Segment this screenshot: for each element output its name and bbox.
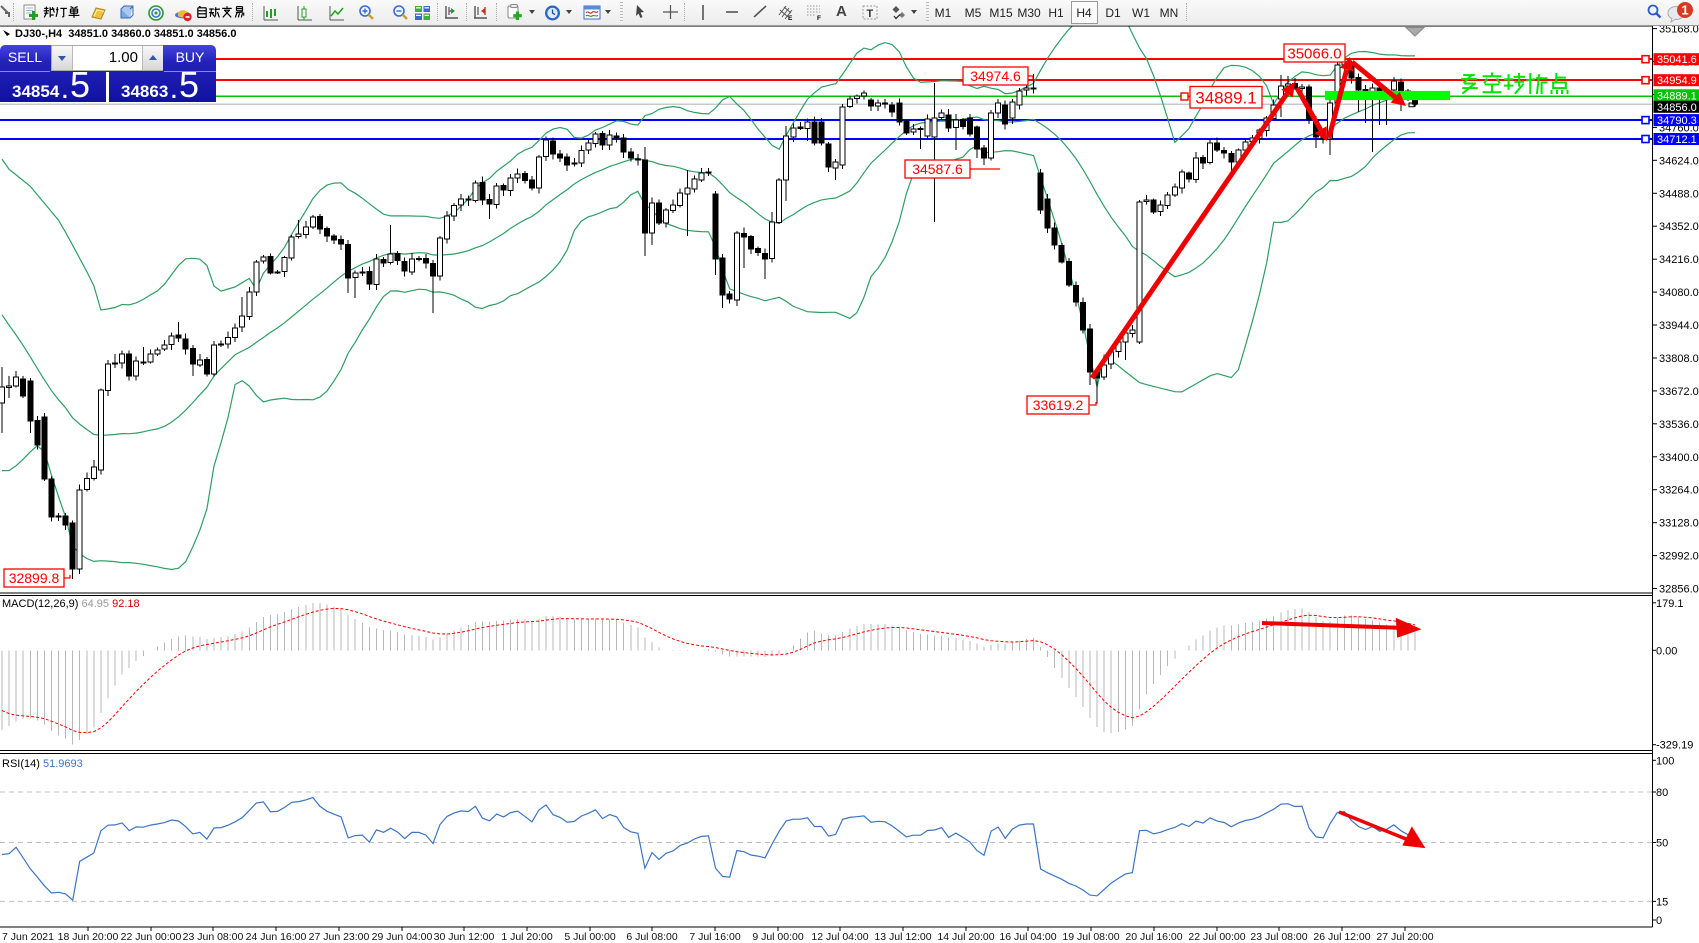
svg-text:179.1: 179.1 — [1656, 598, 1684, 610]
svg-text:34624.0: 34624.0 — [1659, 155, 1699, 167]
svg-text:35041.6: 35041.6 — [1657, 54, 1697, 66]
svg-text:29 Jun 04:00: 29 Jun 04:00 — [372, 931, 433, 943]
svg-text:T: T — [867, 8, 874, 20]
svg-text:24 Jun 16:00: 24 Jun 16:00 — [246, 931, 307, 943]
svg-text:33619.2: 33619.2 — [1033, 397, 1084, 413]
svg-text:33400.0: 33400.0 — [1659, 452, 1699, 464]
svg-text:34352.0: 34352.0 — [1659, 221, 1699, 233]
svg-text:26 Jul 12:00: 26 Jul 12:00 — [1313, 931, 1370, 943]
svg-text:100: 100 — [1656, 755, 1674, 767]
svg-text:50: 50 — [1656, 838, 1668, 850]
svg-text:0: 0 — [1656, 915, 1662, 927]
svg-text:23 Jun 08:00: 23 Jun 08:00 — [183, 931, 244, 943]
svg-text:34488.0: 34488.0 — [1659, 188, 1699, 200]
svg-text:20 Jul 16:00: 20 Jul 16:00 — [1125, 931, 1182, 943]
svg-text:34790.3: 34790.3 — [1657, 115, 1697, 127]
svg-text:RSI(14) 51.9693: RSI(14) 51.9693 — [2, 758, 83, 770]
svg-text:23 Jul 08:00: 23 Jul 08:00 — [1250, 931, 1307, 943]
svg-text:35168.0: 35168.0 — [1659, 24, 1699, 36]
svg-text:9 Jul 00:00: 9 Jul 00:00 — [752, 931, 804, 943]
svg-text:33944.0: 33944.0 — [1659, 320, 1699, 332]
svg-text:34889.1: 34889.1 — [1657, 90, 1697, 102]
svg-text:18 Jun 20:00: 18 Jun 20:00 — [58, 931, 119, 943]
svg-text:35066.0: 35066.0 — [1287, 45, 1341, 62]
svg-text:MACD(12,26,9) 64.95 92.18: MACD(12,26,9) 64.95 92.18 — [2, 598, 140, 610]
svg-text:32856.0: 32856.0 — [1659, 584, 1699, 596]
svg-text:1 Jul 20:00: 1 Jul 20:00 — [501, 931, 553, 943]
svg-text:33536.0: 33536.0 — [1659, 419, 1699, 431]
svg-text:34974.6: 34974.6 — [970, 68, 1021, 84]
svg-text:34856.0: 34856.0 — [1657, 102, 1697, 114]
svg-text:33672.0: 33672.0 — [1659, 386, 1699, 398]
svg-text:7 Jun 2021: 7 Jun 2021 — [2, 931, 54, 943]
svg-text:19 Jul 08:00: 19 Jul 08:00 — [1062, 931, 1119, 943]
svg-text:27 Jul 20:00: 27 Jul 20:00 — [1376, 931, 1433, 943]
svg-text:5 Jul 00:00: 5 Jul 00:00 — [564, 931, 616, 943]
svg-text:E: E — [788, 15, 793, 22]
svg-text:34889.1: 34889.1 — [1195, 88, 1256, 107]
svg-text:33808.0: 33808.0 — [1659, 353, 1699, 365]
svg-text:33264.0: 33264.0 — [1659, 485, 1699, 497]
svg-text:27 Jun 23:00: 27 Jun 23:00 — [309, 931, 370, 943]
svg-text:22 Jul 00:00: 22 Jul 00:00 — [1188, 931, 1245, 943]
svg-text:32992.0: 32992.0 — [1659, 551, 1699, 563]
svg-text:-329.19: -329.19 — [1656, 740, 1693, 752]
svg-text:34587.6: 34587.6 — [912, 161, 963, 177]
svg-text:0.00: 0.00 — [1656, 645, 1677, 657]
svg-text:16 Jul 04:00: 16 Jul 04:00 — [999, 931, 1056, 943]
svg-text:14 Jul 20:00: 14 Jul 20:00 — [937, 931, 994, 943]
svg-text:33128.0: 33128.0 — [1659, 518, 1699, 530]
svg-text:34080.0: 34080.0 — [1659, 287, 1699, 299]
svg-text:80: 80 — [1656, 787, 1668, 799]
svg-text:F: F — [817, 15, 821, 22]
svg-text:6 Jul 08:00: 6 Jul 08:00 — [626, 931, 678, 943]
svg-text:13 Jul 12:00: 13 Jul 12:00 — [874, 931, 931, 943]
svg-text:22 Jun 00:00: 22 Jun 00:00 — [121, 931, 182, 943]
svg-text:1: 1 — [1681, 3, 1688, 18]
svg-text:30 Jun 12:00: 30 Jun 12:00 — [434, 931, 495, 943]
svg-text:32899.8: 32899.8 — [9, 570, 60, 586]
svg-text:15: 15 — [1656, 896, 1668, 908]
svg-text:12 Jul 04:00: 12 Jul 04:00 — [811, 931, 868, 943]
svg-text:34712.1: 34712.1 — [1657, 134, 1697, 146]
svg-text:34216.0: 34216.0 — [1659, 254, 1699, 266]
svg-text:7 Jul 16:00: 7 Jul 16:00 — [689, 931, 741, 943]
svg-text:34954.9: 34954.9 — [1657, 75, 1697, 87]
